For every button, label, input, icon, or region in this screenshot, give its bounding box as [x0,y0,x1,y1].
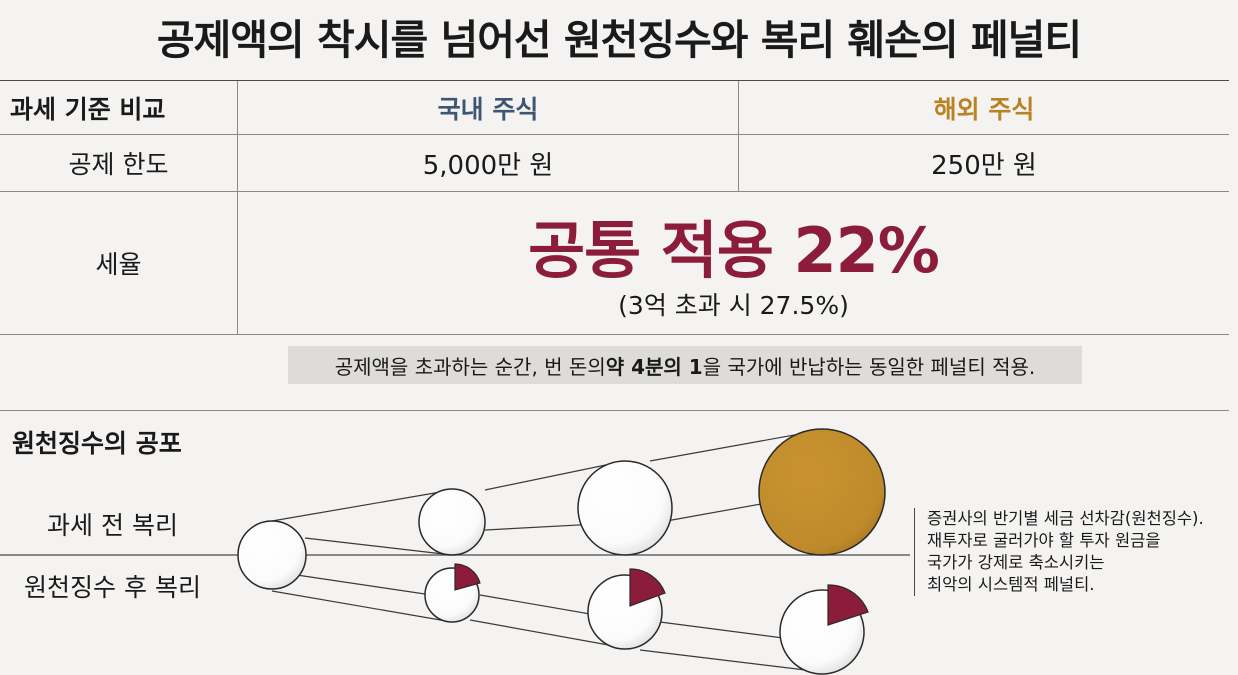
ball-pretax-2 [577,460,673,556]
label-post-tax: 원천징수 후 복리 [24,573,201,602]
ball-pretax-1 [418,488,486,556]
side-note-line: 재투자로 굴러가야 할 투자 원금을 [927,531,1161,550]
connector-lines [271,429,823,673]
connector-line [271,590,453,623]
section-divider [0,410,1229,411]
table-row-divider [0,134,1229,135]
table-column-divider [738,81,739,191]
table-header-criteria: 과세 기준 비교 [10,95,166,124]
ball-initial [237,520,307,590]
tax-slice-1 [454,563,481,591]
section-title: 원천징수의 공포 [12,429,182,458]
table-top-border [0,80,1229,81]
label-pre-tax: 과세 전 복리 [47,511,178,540]
table-header-domestic: 국내 주식 [437,95,539,124]
connector-line [304,537,453,556]
table-header-foreign: 해외 주식 [933,95,1035,124]
ball-pretax-3-gold [758,428,886,556]
penalty-note-before: 공제액을 초과하는 순간, 번 돈의 [334,354,606,379]
deduction-label: 공제 한도 [68,150,169,179]
rate-main: 공통 적용 22% [528,214,940,287]
connector-line [469,619,626,649]
table-column-divider [237,81,238,334]
table-row-divider [0,191,1229,192]
rate-label: 세율 [95,250,142,279]
penalty-note-bold: 약 4분의 1 [605,354,703,379]
tax-slice-2 [629,568,666,607]
penalty-note-after: 을 국가에 반납하는 동일한 페널티 적용. [702,354,1036,379]
side-note-line: 최악의 시스템적 페널티. [927,575,1095,594]
deduction-foreign: 250만 원 [931,150,1037,181]
connector-line [639,649,823,673]
connector-line [271,489,453,522]
page-title: 공제액의 착시를 넘어선 원천징수와 복리 훼손의 페널티 [156,16,1082,64]
rate-sub: (3억 초과 시 27.5%) [618,291,849,320]
side-note: 증권사의 반기별 세금 선차감(원천징수). 재투자로 굴러가야 할 투자 원금… [914,508,1238,596]
connector-line [484,460,626,491]
side-note-line: 증권사의 반기별 세금 선차감(원천징수). [927,509,1204,528]
tax-slice-3 [827,584,869,626]
side-note-line: 국가가 강제로 축소시키는 [927,553,1105,572]
table-bottom-border [0,334,1229,335]
deduction-domestic: 5,000만 원 [422,150,554,181]
